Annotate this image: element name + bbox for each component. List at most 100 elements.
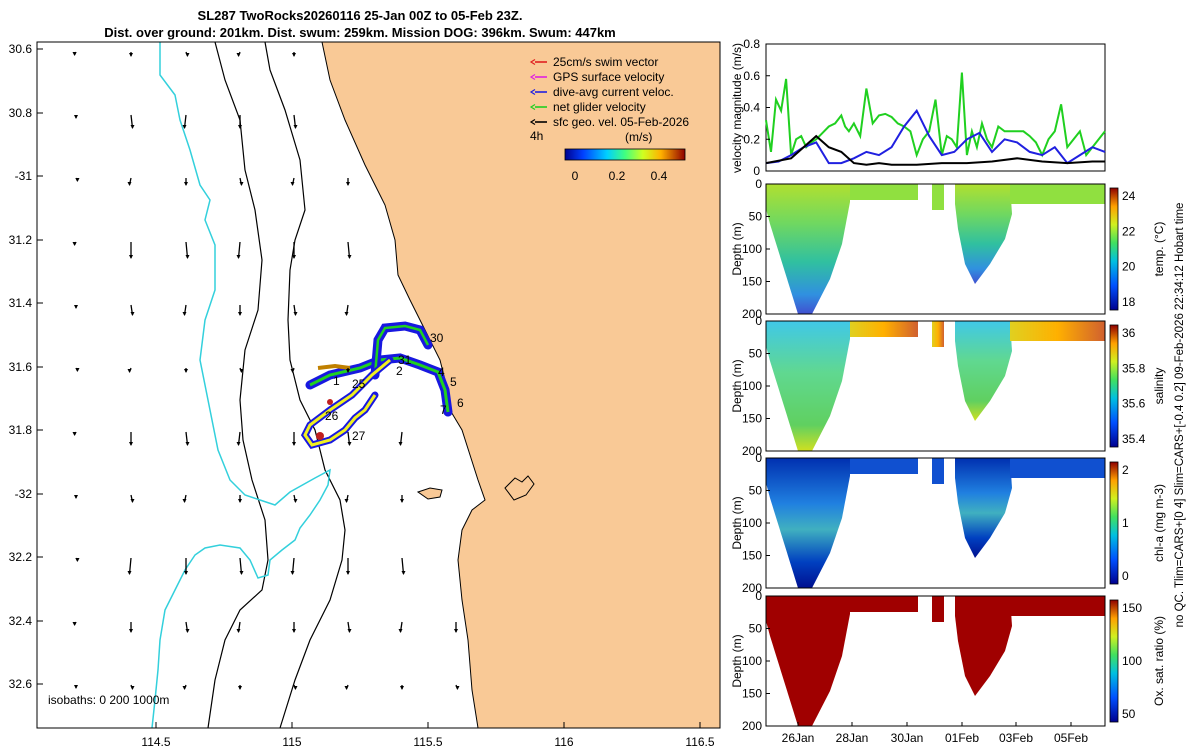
colorbar-tick-label: 50	[1122, 707, 1136, 721]
geo-velocity-arrowhead	[184, 182, 188, 186]
geo-velocity-arrowhead	[400, 499, 404, 503]
geo-velocity-arrowhead	[344, 499, 349, 503]
lon-tick-label: 116	[554, 735, 573, 749]
colorbar-tick-label: 18	[1122, 295, 1136, 309]
colorbar-tick: 0	[572, 169, 579, 183]
geo-velocity-arrowhead	[72, 622, 77, 626]
section-surface-strip	[850, 321, 918, 337]
geo-velocity-arrowhead	[347, 442, 352, 446]
geo-velocity-arrowhead	[398, 629, 403, 633]
depth-tick-label: 200	[742, 719, 762, 733]
depth-tick-label: 200	[742, 444, 762, 458]
geo-velocity-arrowhead	[293, 312, 298, 316]
depth-tick-label: 100	[742, 379, 762, 393]
depth-ylabel: Depth (m)	[730, 359, 744, 412]
legend-swatch-head	[529, 73, 536, 81]
section-profile-block	[766, 458, 850, 588]
lat-tick-label: 30.6	[9, 42, 33, 56]
velocity-tick-label: 0.4	[743, 101, 760, 115]
track-day-label: 27	[352, 429, 366, 443]
geo-velocity-arrowhead	[75, 558, 80, 562]
velocity-ylabel: velocity magnitude (m/s)	[730, 43, 744, 173]
legend-swatch-head	[529, 118, 536, 126]
velocity-series-line	[765, 108, 1106, 165]
colorbar-tick-label: 100	[1122, 654, 1142, 668]
geo-velocity-arrowhead	[185, 53, 190, 57]
geo-velocity-arrowhead	[238, 686, 242, 690]
section-profile-block	[766, 184, 850, 314]
geo-velocity-arrowhead	[130, 312, 135, 316]
colorbar-tick-label: 0	[1122, 569, 1129, 583]
colorbar-unit: (m/s)	[625, 130, 652, 144]
geo-velocity-arrowhead	[238, 312, 242, 316]
velocity-tick-label: 0	[753, 164, 760, 178]
depth-tick-label: 0	[755, 589, 762, 603]
lon-tick-label: 115.5	[413, 735, 442, 749]
lat-tick-label: 31.2	[9, 233, 33, 247]
velocity-tick-label: 0.6	[743, 69, 760, 83]
geo-velocity-arrowhead	[293, 686, 298, 690]
geo-velocity-arrowhead	[401, 571, 406, 575]
depth-section-panel: 0 50 100 150 200 Depth (m) 18 20 22 24 temp. (°C)	[730, 177, 1166, 321]
geo-velocity-arrowhead	[290, 369, 295, 373]
track-day-label: 30	[430, 331, 444, 345]
colorbar-label: Ox. sat. ratio (%)	[1152, 616, 1166, 706]
geo-velocity-arrowhead	[239, 182, 244, 186]
lat-tick-label: 30.8	[9, 106, 33, 120]
depth-tick-label: 0	[755, 314, 762, 328]
right-caption: no QC. Tlim=CARS+[0 4] Slim=CARS+[-0.4 0…	[1174, 203, 1186, 628]
geo-velocity-arrowhead	[72, 52, 77, 56]
colorbar-tick-label: 36	[1122, 326, 1136, 340]
depth-ylabel: Depth (m)	[730, 634, 744, 687]
geo-velocity-arrowhead	[347, 629, 352, 633]
lat-tick-label: 32.2	[9, 550, 33, 564]
section-colorbar	[1109, 461, 1119, 585]
legend-label: dive-avg current veloc.	[553, 85, 674, 99]
velocity-series-line	[765, 134, 1105, 166]
colorbar-tick-label: 22	[1122, 224, 1136, 238]
lat-tick-label: 31.8	[9, 423, 33, 437]
geo-velocity-arrowhead	[239, 571, 244, 575]
map-island	[416, 487, 443, 500]
velocity-panel: 0 0.2 0.4 0.6 0.8 velocity magnitude (m/s)	[730, 37, 1106, 178]
geo-velocity-arrowhead	[182, 499, 187, 503]
section-colorbar	[1109, 324, 1119, 448]
geo-velocity-arrowhead	[185, 629, 190, 633]
section-surface-strip	[932, 596, 944, 622]
geo-velocity-arrowhead	[238, 125, 242, 129]
colorbar-label: salinity	[1152, 368, 1166, 405]
geo-velocity-arrowhead	[292, 442, 296, 446]
colorbar-tick-label: 150	[1122, 601, 1142, 615]
depth-tick-label: 0	[755, 451, 762, 465]
geo-velocity-arrowhead	[238, 499, 242, 503]
date-tick-label: 30Jan	[891, 731, 924, 745]
geo-velocity-arrowhead	[129, 442, 133, 446]
track-day-label: 7	[440, 403, 447, 417]
geo-velocity-arrowhead	[75, 178, 80, 182]
section-profile-block	[766, 321, 850, 451]
depth-tick-label: 0	[755, 177, 762, 191]
legend-swatch-head	[529, 88, 536, 96]
geo-velocity-arrowhead	[346, 571, 350, 575]
geo-velocity-arrowhead	[292, 53, 296, 57]
track-day-label: 6	[457, 396, 464, 410]
depth-ylabel: Depth (m)	[730, 222, 744, 275]
colorbar-tick-label: 1	[1122, 516, 1129, 530]
section-surface-strip	[932, 458, 944, 484]
lat-tick-label: -31	[15, 169, 33, 183]
depth-section-panel: 0 50 100 150 200 Depth (m) 35.4 35.6 35.8 36 salin…	[730, 314, 1166, 458]
date-tick-label: 05Feb	[1054, 731, 1088, 745]
lat-tick-label: -32	[15, 487, 33, 501]
geo-velocity-arrowhead	[293, 499, 298, 503]
lat-tick-label: 32.6	[9, 677, 33, 691]
geo-velocity-arrowhead	[182, 686, 187, 690]
geo-velocity-arrowhead	[184, 369, 188, 373]
depth-tick-label: 100	[742, 654, 762, 668]
map-island	[504, 475, 535, 501]
colorbar-tick-label: 20	[1122, 260, 1136, 274]
depth-ylabel: Depth (m)	[730, 496, 744, 549]
geo-velocity-arrowhead	[74, 305, 78, 309]
